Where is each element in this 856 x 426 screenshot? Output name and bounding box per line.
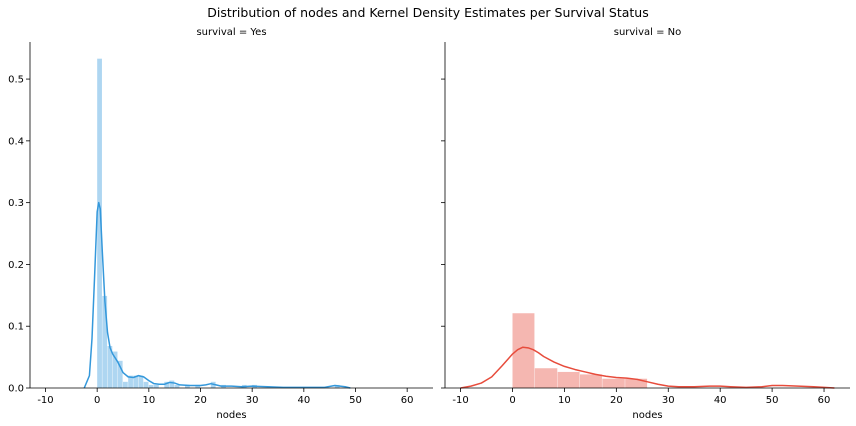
hist-bar-yes-1 (102, 295, 108, 388)
x-tick-label-yes-5: 40 (297, 395, 310, 406)
hist-bar-yes-2 (107, 345, 113, 388)
hist-bar-no-3 (580, 374, 602, 388)
x-tick-label-no-3: 20 (610, 395, 623, 406)
x-tick-label-yes-1: 0 (94, 395, 100, 406)
x-tick-label-no-2: 10 (558, 395, 571, 406)
kde-line-yes (83, 201, 351, 389)
hist-bar-yes-11 (154, 384, 159, 388)
hist-bar-yes-10 (148, 384, 154, 388)
x-tick-label-yes-2: 10 (142, 395, 155, 406)
x-tick-label-no-4: 30 (662, 395, 675, 406)
hist-bar-no-0 (512, 313, 535, 388)
kde-line-no (460, 346, 835, 389)
panel-title-no: survival = No (614, 27, 682, 38)
x-tick-label-yes-4: 30 (246, 395, 259, 406)
x-tick-label-no-1: 0 (509, 395, 515, 406)
hist-bar-yes-8 (138, 375, 144, 388)
y-tick-label-4: 0.4 (8, 136, 24, 147)
hist-bar-yes-3 (112, 351, 118, 388)
hist-bar-yes-4 (117, 360, 123, 388)
x-tick-label-no-5: 40 (714, 395, 727, 406)
x-tick-label-no-7: 60 (818, 395, 831, 406)
x-tick-label-yes-3: 20 (194, 395, 207, 406)
hist-bar-yes-12 (164, 381, 170, 388)
hist-bar-no-4 (602, 378, 625, 388)
y-tick-label-0: 0.0 (8, 384, 24, 395)
panel-title-yes: survival = Yes (196, 27, 266, 38)
hist-bar-yes-9 (143, 381, 149, 388)
panel-yes: -10 0 10 20 30 40 50 60 0.0 0.1 0.2 0.3 0.4 0.5 surviv… (8, 27, 433, 421)
hist-bar-yes-16 (195, 384, 201, 388)
x-axis-label-yes: nodes (216, 410, 246, 421)
hist-bar-yes-0 (97, 58, 102, 389)
hist-bar-yes-5 (123, 381, 128, 388)
x-tick-label-no-6: 50 (766, 395, 779, 406)
hist-bar-yes-13 (169, 380, 175, 388)
hist-bar-no-2 (557, 371, 580, 388)
x-tick-label-no-0: -10 (452, 395, 468, 406)
y-tick-label-1: 0.1 (8, 322, 24, 333)
hist-bar-no-5 (625, 378, 648, 388)
y-tick-label-3: 0.3 (8, 198, 24, 209)
y-tick-label-5: 0.5 (8, 75, 24, 86)
panel-no: -10 0 10 20 30 40 50 60 survival = No nodes (441, 27, 850, 421)
hist-bar-yes-7 (133, 375, 139, 388)
hist-bar-yes-6 (128, 375, 133, 388)
figure-title: Distribution of nodes and Kernel Density… (207, 5, 649, 20)
x-tick-label-yes-6: 50 (349, 395, 362, 406)
y-tick-label-2: 0.2 (8, 260, 24, 271)
x-axis-label-no: nodes (632, 410, 662, 421)
x-tick-label-yes-0: -10 (37, 395, 53, 406)
hist-bar-yes-15 (185, 384, 190, 388)
hist-bar-no-1 (534, 368, 558, 388)
x-tick-label-yes-7: 60 (401, 395, 414, 406)
hist-bar-yes-14 (174, 384, 180, 388)
